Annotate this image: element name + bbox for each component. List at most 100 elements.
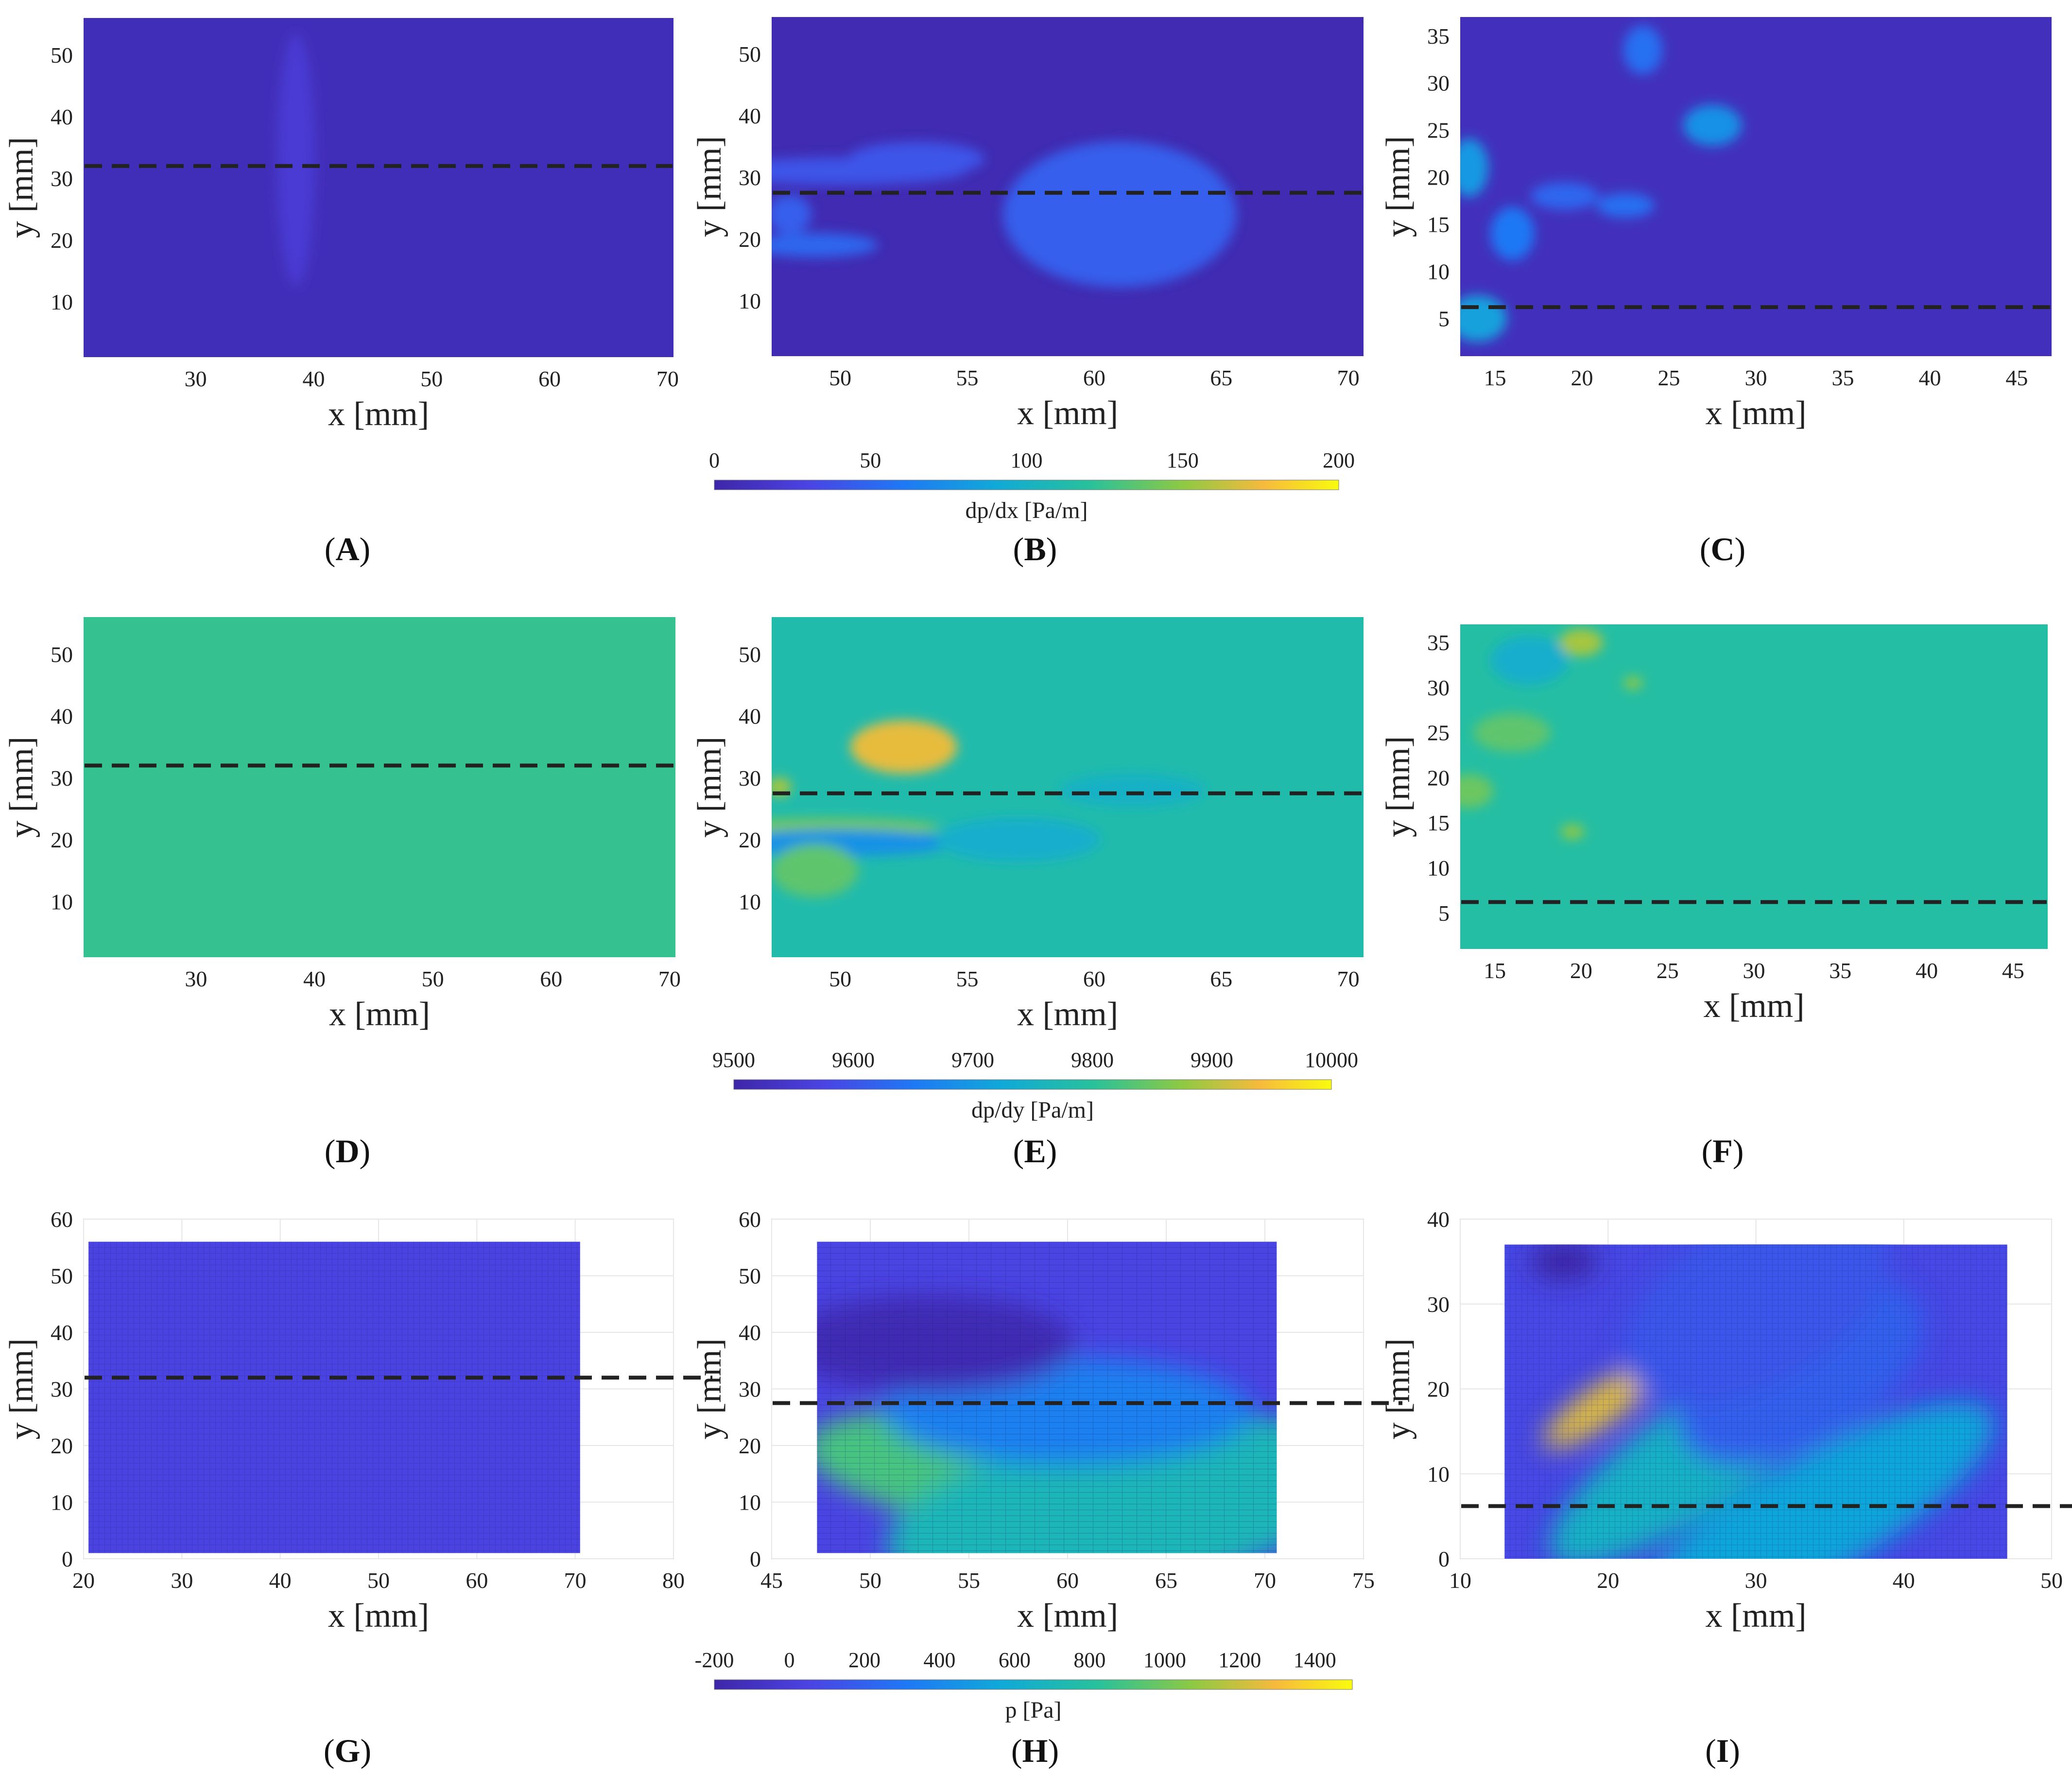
feature-blob	[772, 195, 812, 234]
x-tick-label: 30	[1745, 365, 1767, 390]
x-tick-label: 55	[956, 365, 979, 390]
y-tick-label: 20	[739, 1433, 761, 1458]
x-axis-label: x [mm]	[328, 1597, 429, 1635]
colorbar-2: 9500 9600 9700 9800 9900 10000 dp/dy [Pa/m]	[712, 1048, 1358, 1123]
y-tick-label: 35	[1427, 24, 1450, 49]
colorbar-tick-label: 9700	[951, 1048, 994, 1072]
y-tick-label: 20	[51, 827, 73, 852]
y-axis-label: y [mm]	[3, 1338, 40, 1439]
mesh-overlay	[1504, 1244, 2007, 1559]
y-axis-label: y [mm]	[1380, 736, 1417, 837]
x-axis-label: x [mm]	[329, 996, 430, 1033]
y-tick-label: 20	[51, 1433, 73, 1458]
x-tick-label: 55	[958, 1568, 980, 1593]
colorbar-gradient	[733, 1079, 1332, 1090]
feature-blob	[1596, 193, 1655, 218]
x-tick-label: 20	[1571, 365, 1593, 390]
colorbar-tick-label: 9500	[712, 1048, 755, 1072]
y-tick-label: 30	[51, 766, 73, 791]
feature-blob	[1490, 636, 1569, 685]
feature-blob	[1559, 629, 1603, 656]
y-tick-label: 30	[1427, 675, 1450, 700]
y-tick-label: 15	[1427, 212, 1450, 237]
x-tick-label: 40	[1918, 365, 1941, 390]
colorbar-gradient	[714, 1679, 1353, 1690]
x-tick-label: 65	[1210, 365, 1232, 390]
x-tick-label: 60	[1083, 966, 1105, 991]
y-tick-label: 30	[1427, 1292, 1450, 1317]
y-tick-label: 60	[51, 1207, 73, 1232]
y-tick-label: 40	[51, 704, 73, 729]
x-tick-label: 50	[422, 966, 444, 991]
colorbar-label: dp/dy [Pa/m]	[971, 1097, 1094, 1123]
panel-label: (F)	[1702, 1133, 1744, 1170]
y-tick-label: 40	[51, 1320, 73, 1345]
x-tick-label: 35	[1829, 958, 1851, 983]
y-tick-label: 20	[1427, 165, 1450, 190]
y-tick-label: 10	[739, 289, 761, 313]
y-tick-label: 20	[51, 228, 73, 253]
colorbar-gradient	[714, 480, 1339, 490]
colorbar-tick-label: 400	[923, 1648, 955, 1672]
x-tick-label: 60	[540, 966, 562, 991]
field-background-d	[84, 617, 675, 957]
y-tick-label: 40	[739, 704, 761, 729]
colorbar-tick-label: 1200	[1218, 1648, 1261, 1672]
x-tick-label: 50	[829, 966, 851, 991]
x-tick-label: 50	[367, 1568, 390, 1593]
colorbar-tick-label: 9600	[832, 1048, 875, 1072]
x-tick-label: 60	[538, 366, 561, 391]
feature-blob	[850, 720, 957, 774]
y-tick-label: 35	[1427, 630, 1450, 655]
panel-a: 30 40 50 60 70 10 20 30 40 50 x [mm] y [mm] (A)	[3, 18, 679, 568]
x-tick-label: 25	[1658, 365, 1680, 390]
colorbar-tick-label: 9900	[1191, 1048, 1233, 1072]
y-tick-label: 20	[739, 227, 761, 252]
x-tick-label: 55	[956, 966, 979, 991]
x-axis-label: x [mm]	[1703, 987, 1804, 1025]
panel-g: 20 30 40 50 60 70 80 0 10 20 30 40 50 60 x [mm] y [mm] (…	[3, 1207, 712, 1769]
colorbar-tick-label: -200	[695, 1648, 734, 1672]
x-tick-label: 45	[760, 1568, 783, 1593]
panel-label: (D)	[325, 1133, 370, 1170]
x-axis-label: x [mm]	[1017, 1597, 1118, 1635]
x-tick-label: 35	[1831, 365, 1854, 390]
panel-b: 50 55 60 65 70 10 20 30 40 50 x [mm] y [mm] (B)	[691, 17, 1364, 568]
colorbar-tick-label: 600	[999, 1648, 1031, 1672]
x-tick-label: 65	[1210, 966, 1232, 991]
panel-f: 15 20 25 30 35 40 45 5 10 15 20 25 30 35 x [mm] y [mm] (…	[1380, 624, 2048, 1170]
y-tick-label: 10	[1427, 1462, 1450, 1486]
field-background-f	[1460, 624, 2048, 949]
x-tick-label: 60	[1083, 365, 1105, 390]
y-tick-label: 50	[51, 1264, 73, 1289]
colorbar-label: p [Pa]	[1005, 1697, 1062, 1723]
y-axis-label: y [mm]	[1380, 136, 1417, 237]
y-tick-label: 30	[51, 1377, 73, 1402]
feature-blob	[276, 33, 316, 286]
x-tick-label: 50	[2040, 1568, 2063, 1593]
y-axis-label: y [mm]	[691, 1338, 728, 1439]
mesh-overlay	[817, 1241, 1277, 1553]
feature-blob	[1003, 141, 1237, 288]
x-tick-label: 15	[1484, 365, 1506, 390]
x-tick-label: 60	[1056, 1568, 1079, 1593]
y-tick-label: 10	[1427, 856, 1450, 880]
feature-blob	[1623, 25, 1662, 74]
feature-blob	[1490, 207, 1535, 260]
y-tick-label: 20	[1427, 765, 1450, 790]
feature-blob	[1059, 773, 1206, 808]
colorbar-tick-label: 200	[1323, 448, 1355, 472]
y-axis-label: y [mm]	[691, 136, 728, 237]
y-tick-label: 0	[1438, 1547, 1450, 1571]
x-tick-label: 70	[1337, 365, 1360, 390]
x-tick-label: 50	[829, 365, 851, 390]
x-tick-label: 30	[171, 1568, 193, 1593]
feature-blob	[1473, 713, 1551, 752]
y-tick-label: 30	[739, 165, 761, 190]
y-tick-label: 20	[739, 827, 761, 852]
y-tick-label: 25	[1427, 721, 1450, 745]
panel-label: (B)	[1013, 531, 1057, 568]
x-tick-label: 45	[2002, 958, 2024, 983]
x-axis-label: x [mm]	[1017, 395, 1118, 432]
colorbar-tick-label: 1400	[1294, 1648, 1336, 1672]
